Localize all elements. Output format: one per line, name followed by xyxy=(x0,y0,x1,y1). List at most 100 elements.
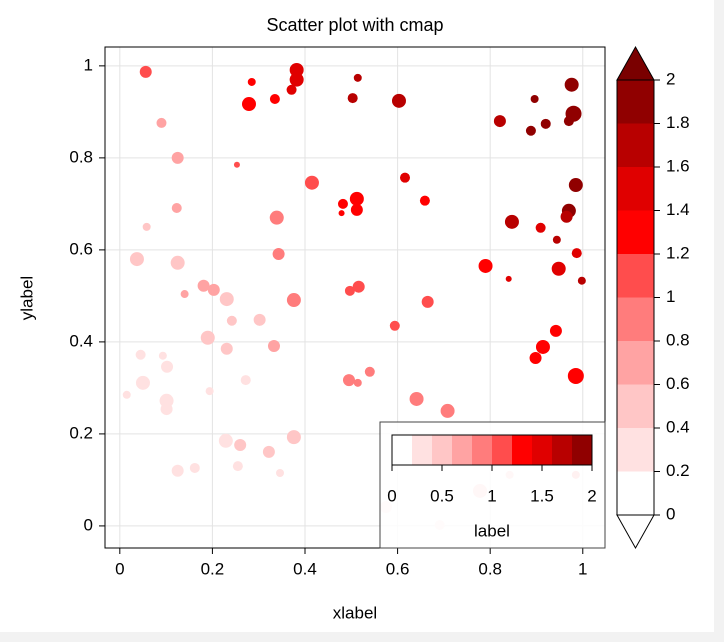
colorbar-segment xyxy=(617,80,654,124)
scatter-point xyxy=(226,315,237,326)
scatter-point xyxy=(135,375,150,390)
colorbar-tick-label: 0.8 xyxy=(666,330,690,349)
scatter-point xyxy=(344,285,355,296)
inset-colorbar-segment xyxy=(412,435,432,465)
colorbar-segment xyxy=(617,341,654,385)
scatter-point xyxy=(160,403,173,416)
scatter-point xyxy=(161,360,174,373)
inset-colorbar-segment xyxy=(452,435,472,465)
inset-colorbar-tick-label: 0.5 xyxy=(430,486,454,505)
scatter-point xyxy=(233,161,240,168)
colorbar-segment xyxy=(617,167,654,211)
scatter-point xyxy=(139,65,152,78)
axes-frame xyxy=(104,46,606,549)
inset-colorbar-segment xyxy=(472,435,492,465)
scatter-point xyxy=(549,324,562,337)
chart: Scatter plot with cmap xlabel ylabel 0 0.… xyxy=(0,0,714,632)
scatter-point xyxy=(240,375,251,386)
colorbar-extend-bottom xyxy=(616,514,655,550)
scatter-point xyxy=(552,235,561,244)
y-tick-label: 1 xyxy=(84,55,93,74)
y-tick-label: 0.4 xyxy=(69,331,93,350)
colorbar-segment xyxy=(617,297,654,341)
scatter-point xyxy=(551,261,566,276)
scatter-point xyxy=(571,248,582,259)
scatter-point xyxy=(200,330,215,345)
scatter-point xyxy=(564,77,579,92)
inset-colorbar-segment xyxy=(552,435,572,465)
scatter-point xyxy=(349,191,364,206)
scatter-point xyxy=(568,178,583,193)
colorbar-tick-label: 0.6 xyxy=(666,374,690,393)
chart-title: Scatter plot with cmap xyxy=(266,15,443,35)
scatter-point xyxy=(505,275,512,282)
colorbar-tick-label: 0.2 xyxy=(666,461,690,480)
scatter-point xyxy=(567,367,584,384)
inset-colorbar-tick-label: 2 xyxy=(587,486,596,505)
y-axis-label: ylabel xyxy=(17,276,36,320)
inset-colorbar-segment xyxy=(512,435,532,465)
inset-colorbar-label: label xyxy=(474,521,510,540)
scatter-point xyxy=(142,222,151,231)
scatter-point xyxy=(289,63,304,78)
y-tick-label: 0 xyxy=(84,515,93,534)
scatter-point xyxy=(286,293,301,308)
scatter-point xyxy=(269,93,280,104)
inset-colorbar-segment xyxy=(492,435,512,465)
scatter-point xyxy=(535,222,546,233)
scatter-point xyxy=(262,445,275,458)
y-tick-label: 0.2 xyxy=(69,423,93,442)
scatter-point xyxy=(391,93,406,108)
inset-colorbar-segment xyxy=(392,435,412,465)
scatter-point xyxy=(253,313,266,326)
scatter-point xyxy=(276,469,284,478)
scatter-point xyxy=(272,248,285,261)
scatter-point xyxy=(421,295,434,308)
inset-colorbar-tick-label: 0 xyxy=(387,486,396,505)
scatter-point xyxy=(135,349,146,360)
scatter-point xyxy=(529,351,542,364)
scatter-point xyxy=(234,438,247,451)
scatter-point xyxy=(353,73,362,82)
colorbar-tick-label: 1.4 xyxy=(666,200,690,219)
scatter-point xyxy=(493,115,506,128)
scatter-point xyxy=(269,210,284,225)
scatter-point xyxy=(535,339,550,354)
scatter-point xyxy=(189,462,200,473)
scatter-point xyxy=(286,430,301,445)
scatter-point xyxy=(171,151,184,164)
colorbar-segment xyxy=(617,384,654,428)
scatter-point xyxy=(129,252,144,267)
colorbar-segment xyxy=(617,471,654,515)
scatter-point xyxy=(577,276,586,285)
inset-colorbar-segment xyxy=(432,435,452,465)
scatter-point xyxy=(289,72,304,87)
x-tick-label: 0.6 xyxy=(386,559,410,578)
scatter-point xyxy=(180,290,189,299)
inset-colorbar-segment xyxy=(532,435,552,465)
scatter-point xyxy=(171,464,184,477)
colorbar-tick-label: 2 xyxy=(666,69,675,88)
colorbar-tick-label: 1 xyxy=(666,287,675,306)
scatter-point xyxy=(158,351,167,360)
colorbar-tick-label: 0.4 xyxy=(666,417,690,436)
scatter-point xyxy=(156,117,167,128)
scatter-point xyxy=(205,387,214,396)
scatter-point xyxy=(353,378,362,387)
scatter-point xyxy=(207,283,220,296)
colorbar-segment xyxy=(617,254,654,298)
scatter-point xyxy=(409,391,424,406)
colorbar-segment xyxy=(617,210,654,254)
colorbar-tick-label: 1.2 xyxy=(666,243,690,262)
scatter-point xyxy=(347,93,358,104)
scatter-point xyxy=(530,94,539,103)
scatter-point xyxy=(197,279,210,292)
x-tick-label: 0.2 xyxy=(201,559,225,578)
scatter-point xyxy=(232,461,243,472)
colorbar-tick-label: 0 xyxy=(666,504,675,523)
scatter-point xyxy=(286,84,297,95)
scatter-point xyxy=(419,195,430,206)
scatter-point xyxy=(337,198,348,209)
scatter-point xyxy=(350,203,363,216)
